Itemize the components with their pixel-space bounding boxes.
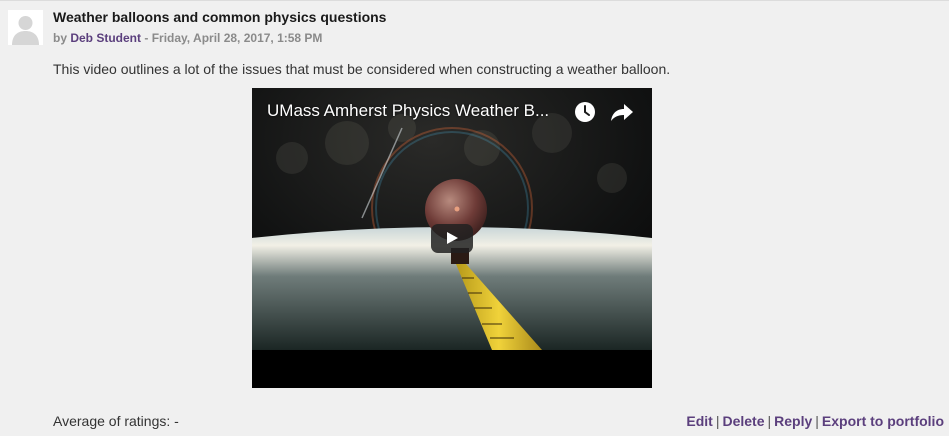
post-message: This video outlines a lot of the issues … — [53, 61, 671, 77]
video-thumbnail — [252, 88, 652, 350]
play-button[interactable] — [431, 224, 473, 253]
command-separator: | — [815, 413, 819, 429]
export-to-portfolio-link[interactable]: Export to portfolio — [821, 413, 944, 429]
clock-icon[interactable] — [574, 101, 596, 123]
avatar[interactable] — [8, 10, 43, 45]
command-separator: | — [715, 413, 720, 429]
reply-link[interactable]: Reply — [774, 413, 813, 429]
post-subject: Weather balloons and common physics ques… — [53, 9, 387, 25]
post-byline: by Deb Student - Friday, April 28, 2017,… — [53, 31, 322, 45]
post-commands: Edit | Delete | Reply | Export to portfolio — [686, 413, 944, 429]
average-ratings: Average of ratings: - — [53, 413, 179, 429]
share-icon[interactable] — [610, 102, 634, 122]
edit-link[interactable]: Edit — [686, 413, 713, 429]
byline-separator: - — [141, 31, 152, 45]
author-link[interactable]: Deb Student — [70, 31, 142, 45]
play-icon — [447, 232, 458, 244]
byline-prefix: by — [53, 31, 71, 45]
video-title[interactable]: UMass Amherst Physics Weather B... — [267, 101, 550, 120]
user-silhouette-icon — [8, 10, 43, 45]
post-date: Friday, April 28, 2017, 1:58 PM — [151, 31, 323, 45]
command-separator: | — [767, 413, 772, 429]
video-player[interactable]: UMass Amherst Physics Weather B... — [252, 88, 652, 388]
delete-link[interactable]: Delete — [722, 413, 765, 429]
